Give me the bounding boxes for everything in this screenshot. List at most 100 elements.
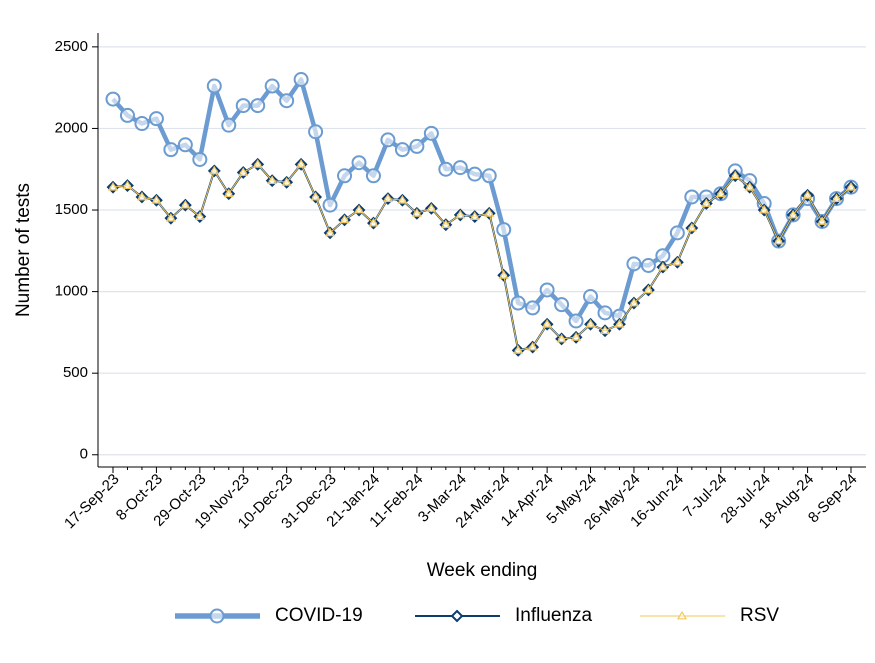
point bbox=[481, 168, 497, 184]
point bbox=[221, 117, 237, 133]
y-tick-label: 2000 bbox=[55, 119, 88, 136]
point bbox=[134, 116, 150, 132]
point bbox=[368, 217, 379, 227]
point bbox=[223, 188, 234, 198]
point bbox=[308, 124, 324, 140]
point bbox=[655, 248, 671, 264]
point bbox=[322, 197, 338, 213]
point bbox=[194, 211, 205, 220]
point bbox=[626, 256, 642, 272]
point bbox=[426, 203, 437, 212]
point bbox=[180, 199, 191, 209]
y-tick-label: 500 bbox=[63, 364, 88, 381]
point bbox=[122, 180, 133, 189]
point bbox=[438, 161, 454, 177]
point bbox=[238, 167, 249, 176]
point bbox=[250, 98, 266, 114]
point bbox=[498, 270, 509, 279]
legend-marker bbox=[676, 610, 688, 620]
point bbox=[423, 125, 439, 141]
legend-marker bbox=[450, 609, 464, 623]
point bbox=[684, 189, 700, 205]
series-line bbox=[112, 163, 852, 352]
point bbox=[281, 177, 292, 186]
point bbox=[614, 319, 625, 328]
point bbox=[554, 297, 570, 313]
point bbox=[701, 198, 712, 207]
point bbox=[583, 289, 599, 304]
point bbox=[669, 225, 685, 241]
point bbox=[484, 208, 495, 217]
point bbox=[351, 155, 367, 171]
legend-label: Influenza bbox=[515, 605, 593, 626]
y-tick-label: 2500 bbox=[55, 38, 88, 55]
point bbox=[469, 211, 480, 220]
legend-label: COVID-19 bbox=[275, 605, 363, 626]
point bbox=[628, 297, 639, 307]
point bbox=[513, 345, 524, 354]
point bbox=[279, 93, 295, 109]
legend-marker bbox=[209, 608, 225, 624]
point bbox=[148, 111, 164, 127]
point bbox=[397, 195, 408, 204]
point bbox=[759, 204, 770, 214]
point bbox=[597, 305, 613, 321]
point bbox=[831, 193, 842, 203]
x-axis-title: Week ending bbox=[427, 560, 538, 581]
y-tick-label: 1000 bbox=[55, 283, 88, 300]
point bbox=[267, 175, 278, 185]
point bbox=[455, 209, 466, 219]
y-tick-label: 1500 bbox=[55, 201, 88, 218]
point bbox=[845, 182, 857, 191]
point bbox=[136, 191, 147, 201]
point bbox=[310, 191, 321, 201]
point bbox=[571, 332, 582, 341]
point bbox=[744, 182, 755, 191]
point bbox=[599, 325, 611, 335]
point bbox=[788, 209, 799, 219]
point bbox=[452, 160, 468, 176]
point bbox=[165, 213, 176, 222]
point bbox=[542, 319, 553, 328]
point bbox=[657, 261, 668, 271]
point bbox=[206, 78, 222, 94]
point bbox=[411, 208, 422, 217]
point bbox=[380, 132, 396, 148]
point bbox=[107, 182, 119, 191]
point bbox=[440, 219, 451, 229]
legend-item: Influenza bbox=[415, 605, 593, 626]
point bbox=[817, 216, 828, 225]
point bbox=[163, 142, 179, 158]
point bbox=[235, 98, 251, 114]
series-line bbox=[112, 163, 852, 351]
point bbox=[365, 168, 381, 184]
point bbox=[151, 195, 162, 204]
point bbox=[730, 170, 741, 180]
point bbox=[296, 159, 307, 168]
point bbox=[339, 214, 350, 224]
point bbox=[643, 284, 654, 294]
point bbox=[510, 295, 526, 311]
point bbox=[556, 333, 567, 343]
point bbox=[353, 204, 365, 214]
point bbox=[119, 107, 135, 123]
point bbox=[585, 319, 596, 328]
point bbox=[539, 282, 555, 298]
point bbox=[177, 137, 193, 153]
y-axis-title: Number of tests bbox=[13, 183, 34, 317]
point bbox=[672, 257, 683, 266]
point bbox=[525, 300, 541, 316]
point bbox=[105, 91, 121, 107]
point bbox=[192, 151, 208, 167]
x-tick-label: 17-Sep-23 bbox=[61, 471, 123, 533]
point bbox=[568, 313, 584, 329]
point bbox=[209, 165, 220, 175]
point bbox=[382, 193, 393, 203]
point bbox=[802, 190, 813, 199]
point bbox=[325, 227, 336, 237]
point bbox=[467, 166, 483, 182]
point bbox=[715, 188, 726, 198]
point bbox=[252, 159, 263, 168]
point bbox=[409, 138, 425, 154]
